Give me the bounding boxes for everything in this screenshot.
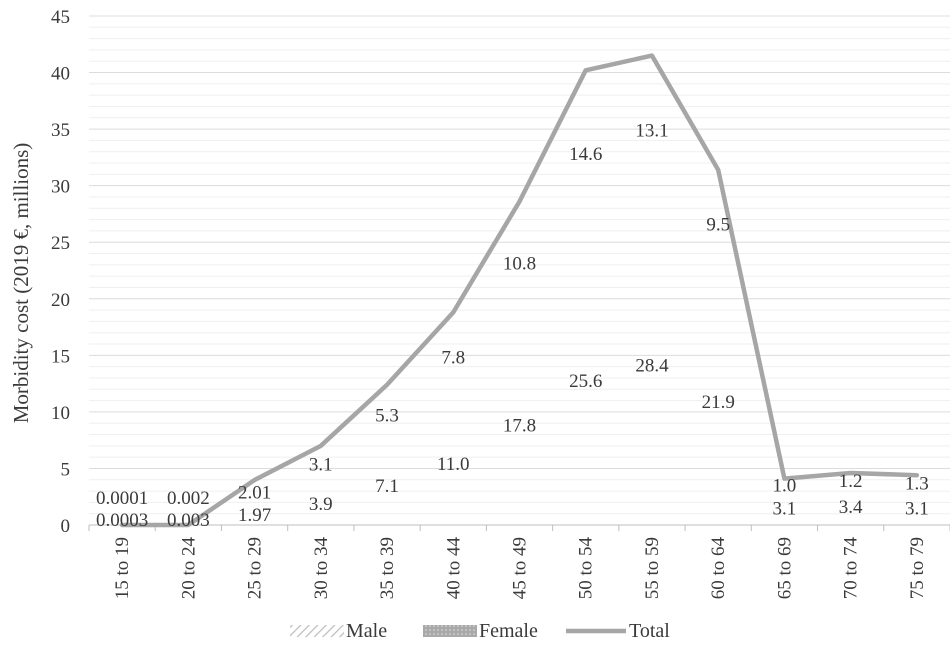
y-tick-label: 35 bbox=[51, 120, 70, 141]
x-tick-label: 25 to 29 bbox=[245, 537, 266, 599]
y-tick-label: 45 bbox=[51, 7, 70, 28]
x-tick-label: 40 to 44 bbox=[443, 537, 464, 600]
data-label-male: 0.0001 bbox=[96, 488, 148, 509]
data-label-female: 25.6 bbox=[569, 371, 602, 392]
data-label-female: 3.1 bbox=[905, 498, 929, 519]
data-label-female: 0.003 bbox=[167, 510, 210, 531]
data-label-male: 2.01 bbox=[238, 482, 271, 503]
data-label-male: 10.8 bbox=[503, 254, 536, 275]
legend-label-total: Total bbox=[629, 620, 670, 642]
legend-label-female: Female bbox=[479, 620, 538, 642]
data-label-male: 14.6 bbox=[569, 144, 602, 165]
series-line-total bbox=[119, 53, 920, 528]
data-label-male: 1.0 bbox=[773, 475, 797, 496]
legend-label-male: Male bbox=[346, 620, 387, 642]
legend-swatch-female bbox=[423, 625, 477, 637]
y-axis-label: Morbidity cost (2019 €, millions) bbox=[9, 143, 33, 424]
data-label-male: 9.5 bbox=[706, 215, 730, 236]
data-label-male: 1.3 bbox=[905, 474, 929, 495]
x-tick-label: 60 to 64 bbox=[708, 537, 729, 600]
x-tick-label: 65 to 69 bbox=[774, 537, 795, 599]
x-tick-label: 75 to 79 bbox=[907, 537, 928, 599]
data-label-female: 17.8 bbox=[503, 415, 536, 436]
data-label-female: 21.9 bbox=[702, 392, 735, 413]
legend-swatch-male bbox=[290, 625, 344, 637]
x-tick-label: 70 to 74 bbox=[841, 537, 862, 600]
data-label-female: 28.4 bbox=[635, 355, 669, 376]
data-label-female: 7.1 bbox=[375, 476, 399, 497]
gridlines bbox=[89, 15, 950, 515]
series bbox=[119, 53, 920, 528]
x-tick-label: 55 to 59 bbox=[642, 537, 663, 599]
x-tick-label: 35 to 39 bbox=[377, 537, 398, 599]
data-label-male: 13.1 bbox=[635, 121, 668, 142]
data-label-female: 0.0003 bbox=[96, 510, 148, 531]
y-tick-label: 15 bbox=[51, 346, 70, 367]
data-label-female: 3.1 bbox=[773, 498, 797, 519]
y-tick-label: 5 bbox=[61, 459, 71, 480]
data-label-male: 1.2 bbox=[839, 471, 863, 492]
legend: Male Female Total bbox=[290, 620, 670, 642]
x-tick-label: 30 to 34 bbox=[311, 537, 332, 600]
x-tick-label: 45 to 49 bbox=[510, 537, 531, 599]
data-label-female: 1.97 bbox=[238, 505, 271, 526]
y-tick-label: 25 bbox=[51, 233, 70, 254]
axes: 0 5 10 15 20 25 30 35 40 45 15 to 19 20 to 24 25 to … bbox=[51, 7, 950, 599]
data-label-male: 3.1 bbox=[309, 454, 333, 475]
data-label-male: 7.8 bbox=[441, 347, 465, 368]
data-label-male: 0.002 bbox=[167, 488, 210, 509]
data-label-male: 5.3 bbox=[375, 406, 399, 427]
y-tick-label: 0 bbox=[61, 516, 71, 537]
data-label-female: 3.4 bbox=[839, 497, 863, 518]
y-tick-label: 30 bbox=[51, 177, 70, 198]
y-tick-label: 40 bbox=[51, 64, 70, 85]
data-labels: 0.0003 0.003 1.97 3.9 7.1 11.0 17.8 25.6 28.4 21.… bbox=[96, 121, 929, 531]
x-tick-label: 20 to 24 bbox=[178, 537, 199, 600]
data-label-female: 11.0 bbox=[437, 454, 470, 475]
x-tick-label: 50 to 54 bbox=[576, 537, 597, 600]
data-label-female: 3.9 bbox=[309, 494, 333, 515]
y-tick-label: 10 bbox=[51, 403, 70, 424]
y-tick-label: 20 bbox=[51, 290, 70, 311]
x-tick-label: 15 to 19 bbox=[112, 537, 133, 599]
